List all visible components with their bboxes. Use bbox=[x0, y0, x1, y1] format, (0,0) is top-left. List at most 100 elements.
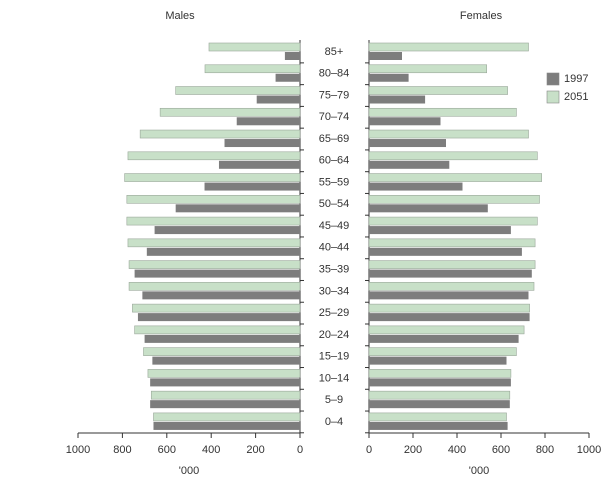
x-tick-label: 1000 bbox=[577, 444, 601, 456]
bar bbox=[369, 247, 522, 256]
category-label: 85+ bbox=[325, 46, 344, 58]
bar bbox=[144, 334, 300, 343]
bar bbox=[208, 42, 301, 52]
x-tick-label: 800 bbox=[536, 444, 554, 456]
bar bbox=[175, 86, 301, 95]
bar bbox=[369, 378, 511, 387]
bar bbox=[127, 238, 301, 248]
bar bbox=[368, 195, 540, 204]
x-axis-label: '000 bbox=[179, 465, 199, 477]
x-tick-label: 1000 bbox=[66, 444, 90, 456]
bar bbox=[143, 347, 301, 356]
bar bbox=[369, 400, 510, 409]
x-tick-label: 200 bbox=[246, 444, 264, 456]
category-label: 35–39 bbox=[319, 264, 350, 276]
legend-label: 1997 bbox=[564, 73, 588, 85]
bar bbox=[369, 160, 450, 169]
bar bbox=[368, 238, 536, 248]
bar bbox=[369, 313, 530, 322]
x-tick-label: 200 bbox=[404, 444, 422, 456]
bar bbox=[368, 42, 529, 52]
left-title: Males bbox=[165, 10, 195, 22]
category-label: 15–19 bbox=[319, 351, 350, 363]
bar bbox=[128, 282, 301, 291]
bar bbox=[150, 390, 301, 400]
legend-label: 2051 bbox=[564, 91, 588, 103]
bar bbox=[368, 173, 542, 182]
bar bbox=[142, 291, 300, 300]
bar bbox=[126, 195, 301, 204]
bar bbox=[369, 182, 463, 191]
bar bbox=[368, 216, 538, 226]
bar bbox=[153, 412, 301, 422]
bar bbox=[368, 260, 536, 269]
bar bbox=[368, 107, 517, 117]
bar bbox=[369, 117, 441, 126]
bar bbox=[137, 313, 300, 322]
bar bbox=[204, 182, 300, 191]
bar bbox=[147, 369, 301, 378]
bar bbox=[218, 160, 300, 169]
category-label: 20–24 bbox=[319, 329, 350, 341]
bar bbox=[369, 269, 532, 278]
bar bbox=[368, 369, 512, 378]
bar bbox=[368, 325, 525, 335]
bar bbox=[369, 52, 402, 60]
bar bbox=[256, 95, 300, 104]
bar bbox=[368, 86, 508, 95]
x-tick-label: 400 bbox=[202, 444, 220, 456]
bar bbox=[150, 378, 300, 387]
bar bbox=[146, 247, 300, 256]
bar bbox=[275, 73, 300, 82]
bar bbox=[368, 347, 517, 356]
bar bbox=[369, 226, 511, 235]
bar bbox=[134, 325, 301, 335]
x-tick-label: 600 bbox=[158, 444, 176, 456]
x-tick-label: 0 bbox=[297, 444, 303, 456]
bar bbox=[368, 129, 529, 139]
bar bbox=[369, 421, 508, 430]
bar bbox=[127, 151, 301, 161]
bar bbox=[368, 151, 538, 161]
x-tick-label: 800 bbox=[113, 444, 131, 456]
bar bbox=[153, 421, 300, 430]
bar bbox=[369, 356, 507, 365]
bar bbox=[236, 117, 300, 126]
category-label: 60–64 bbox=[319, 155, 350, 167]
bar bbox=[132, 303, 301, 313]
bar bbox=[369, 95, 426, 104]
category-label: 25–29 bbox=[319, 307, 350, 319]
bar bbox=[152, 356, 300, 365]
bar bbox=[368, 412, 507, 422]
bar bbox=[154, 226, 300, 235]
bar bbox=[175, 204, 300, 213]
x-tick-label: 600 bbox=[492, 444, 510, 456]
bar bbox=[368, 303, 530, 313]
bar bbox=[369, 334, 519, 343]
bar bbox=[369, 139, 446, 148]
bar bbox=[368, 64, 487, 74]
bar bbox=[369, 291, 529, 300]
category-label: 70–74 bbox=[319, 111, 350, 123]
category-label: 40–44 bbox=[319, 242, 350, 254]
category-label: 80–84 bbox=[319, 68, 350, 80]
category-label: 45–49 bbox=[319, 220, 350, 232]
category-label: 10–14 bbox=[319, 372, 350, 384]
bar bbox=[128, 260, 301, 269]
x-tick-label: 0 bbox=[366, 444, 372, 456]
bar bbox=[139, 129, 301, 139]
x-axis-label: '000 bbox=[469, 465, 489, 477]
bar bbox=[126, 216, 301, 226]
bar bbox=[369, 204, 488, 213]
bar bbox=[224, 139, 300, 148]
right-title: Females bbox=[460, 10, 503, 22]
bar bbox=[368, 390, 511, 400]
category-label: 65–69 bbox=[319, 133, 350, 145]
bar bbox=[204, 64, 301, 74]
category-label: 5–9 bbox=[325, 394, 343, 406]
bar bbox=[134, 269, 300, 278]
bar bbox=[369, 73, 409, 82]
category-label: 30–34 bbox=[319, 285, 350, 297]
bar bbox=[124, 173, 301, 182]
